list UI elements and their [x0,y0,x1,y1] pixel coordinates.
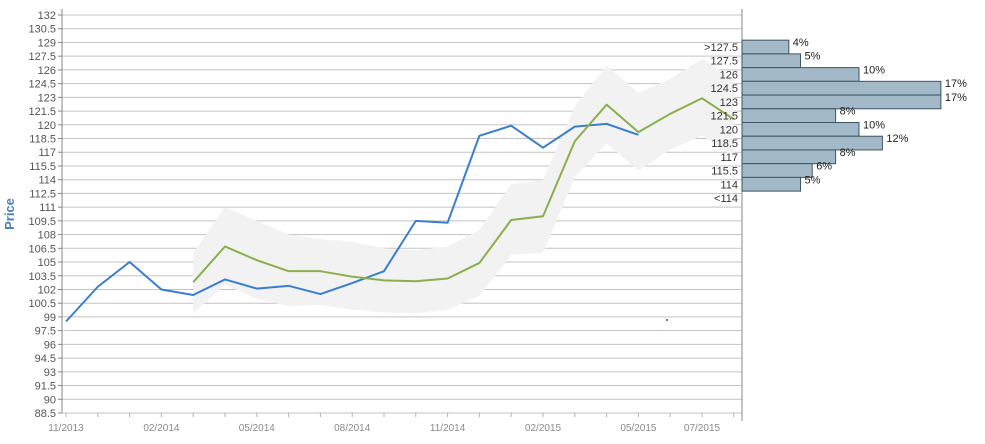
histogram-bar [741,176,801,192]
confidence-band [193,58,734,314]
y-tick-label: 102 [38,284,56,296]
y-tick-label: 120 [38,120,56,132]
x-tick-label: 11/2014 [430,423,466,434]
y-tick-label: 91.5 [35,381,56,393]
grid [62,14,742,414]
histogram-bin-label: 117 [720,152,738,164]
histogram-bin-label: 127.5 [710,56,738,68]
y-tick-label: 109.5 [28,216,56,228]
x-tick-label: 07/2015 [684,423,721,434]
y-tick-label: 115.5 [29,161,56,173]
histogram-bin-label: 126 [720,69,738,81]
histogram-pct-label: 17% [945,92,967,104]
y-tick-label: 96 [44,339,56,351]
y-tick-label: 127.5 [28,51,56,63]
histogram-bin-label: 115.5 [711,166,738,178]
histogram-bin-label: 124.5 [710,83,738,95]
histogram-bar [741,53,801,69]
x-tick-label: 08/2014 [334,423,371,434]
y-tick-label: 88.5 [35,408,56,420]
histogram-bin-label: >127.5 [704,42,738,54]
histogram-bin-label: 120 [720,124,738,136]
y-tick-label: 100.5 [28,298,56,310]
x-tick-label: 11/2013 [48,423,84,434]
y-axis-label: Price [2,198,17,230]
histogram-pct-label: 17% [945,78,967,90]
y-tick-label: 93 [44,367,56,379]
x-axis-ticks: 11/2013 02/2014 05/2014 08/2014 11/2014 02/20… [48,413,735,434]
histogram-bar [741,122,860,137]
histogram-bar [741,135,883,151]
y-tick-label: 105 [38,257,56,269]
y-tick-label: 117 [38,147,56,159]
y-tick-label: 94.5 [35,353,56,365]
histogram-bin-label: 114 [720,179,738,191]
y-tick-label: 103.5 [28,271,56,283]
y-tick-label: 126 [38,65,56,77]
histogram-pct-label: 8% [840,147,856,159]
histogram: >127.5 4% 127.5 5% 126 10% 124.5 17% 123 17% 121.5… [704,37,967,205]
histogram-pct-label: 12% [886,133,908,145]
y-tick-label: 97.5 [35,326,56,338]
y-tick-label: 114 [38,175,56,187]
y-tick-label: 99 [44,312,56,324]
x-tick-label: 05/2015 [620,423,657,434]
x-tick-label: 02/2015 [525,423,562,434]
histogram-pct-label: 5% [805,51,821,63]
histogram-bar [741,94,942,110]
histogram-bar [741,108,837,124]
y-tick-label: 108 [38,230,56,242]
y-tick-label: 124.5 [28,79,56,91]
x-tick-label: 02/2014 [143,423,180,434]
histogram-pct-label: 8% [840,106,856,118]
series-lines [65,97,735,323]
y-tick-label: 112.5 [29,188,56,200]
histogram-bin-label: 121.5 [710,111,738,123]
y-tick-label: 132 [38,10,56,22]
forecast-band [193,58,734,314]
histogram-pct-label: 10% [863,119,885,131]
series-line-2 [192,97,735,283]
histogram-pct-label: 10% [863,64,885,76]
histogram-bin-label: <114 [714,193,738,205]
y-tick-label: 130.5 [28,24,56,36]
y-tick-label: 106.5 [28,243,56,255]
y-tick-label: 129 [38,37,56,49]
y-tick-label: 90 [44,394,56,406]
histogram-bar [741,67,860,82]
histogram-bin-label: 118.5 [711,138,738,150]
y-tick-label: 118.5 [29,134,56,146]
histogram-pct-label: 6% [816,161,832,173]
y-tick-label: 111 [39,202,56,214]
histogram-pct-label: 4% [793,37,809,49]
histogram-bar [741,39,790,55]
histogram-bar [741,163,813,178]
series-line-1 [65,122,639,323]
y-tick-label: 121.5 [28,106,56,118]
histogram-pct-label: 5% [805,174,821,186]
x-tick-label: 05/2014 [239,423,276,434]
axes [61,9,743,421]
y-tick-label: 123 [38,92,56,104]
histogram-bar [741,80,942,96]
histogram-bin-label: 123 [720,97,738,109]
marker-dot [666,319,668,321]
